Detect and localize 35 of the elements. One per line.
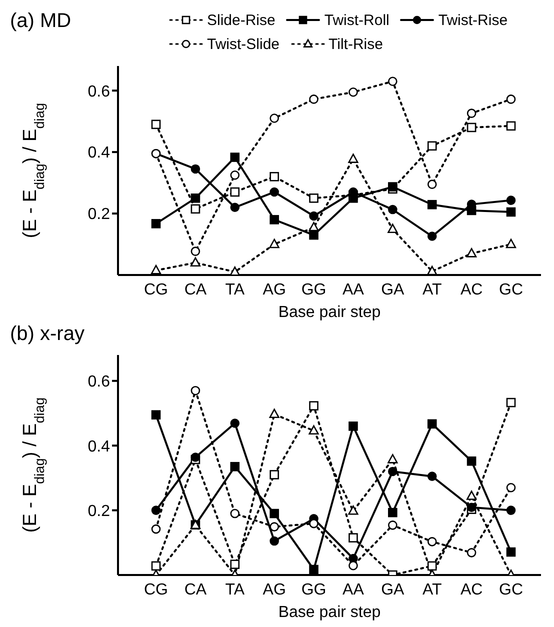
x-tick-label: GG [301,581,326,598]
x-tick-label: AC [460,581,483,598]
legend-label: Twist-Rise [438,12,508,28]
legend-label: Twist-Roll [324,12,390,28]
legend-label: Slide-Rise [207,12,276,28]
x-tick-label: GA [381,581,405,598]
x-tick-label: GC [499,281,523,298]
x-tick-label: GC [499,581,523,598]
chart-title: (b) x-ray [10,323,84,346]
x-tick-label: AA [342,281,364,298]
y-tick-label: 0.6 [88,83,110,100]
x-tick-label: AT [422,281,442,298]
chart-title: (a) MD [10,10,72,33]
y-tick-label: 0.2 [88,502,110,520]
x-tick-label: GA [381,281,405,298]
y-tick-label: 0.4 [88,438,110,456]
x-tick-label: CG [144,581,168,598]
x-tick-label: TA [225,281,245,298]
x-axis-title: Base pair step [278,304,381,321]
x-tick-label: CA [184,581,207,598]
x-tick-label: TA [225,581,245,598]
x-tick-label: AT [422,581,442,598]
x-tick-label: CG [144,281,168,298]
x-tick-label: AG [262,581,286,598]
x-tick-label: AA [342,581,364,598]
x-axis-title: Base pair step [278,604,381,621]
x-tick-label: AG [262,281,286,298]
legend-label: Tilt-Rise [328,36,383,52]
y-tick-label: 0.4 [88,144,110,162]
y-tick-label: 0.2 [88,206,110,224]
x-tick-label: GG [301,281,326,298]
legend-label: Twist-Slide [207,36,280,52]
y-tick-label: 0.6 [88,374,110,391]
x-tick-label: AC [460,281,483,298]
x-tick-label: CA [184,281,207,298]
